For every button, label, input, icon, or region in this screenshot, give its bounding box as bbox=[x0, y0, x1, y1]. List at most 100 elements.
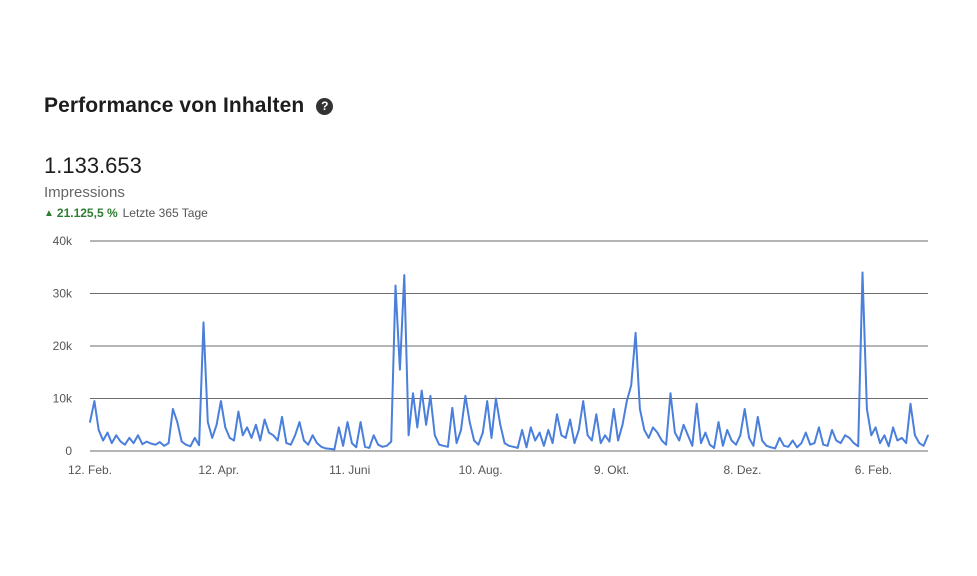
data-point bbox=[800, 442, 803, 444]
data-point bbox=[695, 403, 698, 405]
data-point bbox=[556, 413, 558, 416]
data-point bbox=[272, 434, 275, 437]
data-point bbox=[377, 443, 379, 446]
data-point bbox=[368, 447, 371, 449]
x-tick-label: 8. Dez. bbox=[723, 463, 761, 477]
data-point bbox=[709, 443, 711, 446]
x-tick-label: 6. Feb. bbox=[855, 463, 892, 477]
data-point bbox=[473, 439, 475, 442]
data-point bbox=[468, 421, 471, 423]
data-point bbox=[386, 445, 388, 447]
data-point bbox=[355, 446, 358, 449]
data-point bbox=[486, 400, 489, 402]
trend-value: 21.125,5 % bbox=[56, 206, 118, 220]
data-point bbox=[682, 424, 685, 426]
data-point bbox=[124, 443, 126, 446]
data-point bbox=[770, 446, 772, 449]
data-point bbox=[329, 448, 331, 450]
data-point bbox=[530, 426, 532, 429]
impressions-total: 1.133.653 bbox=[44, 153, 142, 178]
data-point bbox=[870, 434, 873, 437]
data-point bbox=[198, 444, 200, 447]
data-point bbox=[643, 429, 646, 431]
data-point bbox=[857, 445, 859, 448]
data-point bbox=[922, 445, 925, 447]
data-point bbox=[394, 284, 397, 287]
data-point bbox=[905, 442, 907, 444]
data-point bbox=[464, 395, 467, 397]
page-title: Performance von Inhalten bbox=[44, 94, 305, 117]
data-point bbox=[634, 332, 637, 334]
data-point bbox=[914, 434, 916, 437]
data-point bbox=[202, 321, 205, 324]
y-tick-label: 20k bbox=[53, 339, 73, 353]
data-point bbox=[399, 368, 401, 371]
data-point bbox=[425, 424, 427, 426]
data-point bbox=[172, 408, 174, 410]
data-point bbox=[482, 431, 484, 434]
data-point bbox=[879, 442, 881, 444]
data-point bbox=[909, 403, 912, 405]
data-point bbox=[787, 446, 790, 448]
data-point bbox=[874, 426, 877, 429]
data-point bbox=[521, 429, 523, 431]
data-point bbox=[674, 431, 676, 434]
data-point bbox=[883, 434, 886, 437]
data-point bbox=[93, 400, 96, 402]
y-axis-ticks: 0 10k 20k 30k 40k bbox=[53, 234, 73, 458]
data-point bbox=[560, 434, 563, 437]
data-point bbox=[281, 416, 283, 418]
data-point bbox=[626, 400, 628, 402]
data-point bbox=[451, 407, 454, 409]
data-point bbox=[211, 437, 213, 439]
data-point bbox=[835, 439, 838, 442]
data-point bbox=[791, 439, 794, 442]
y-tick-label: 30k bbox=[53, 287, 73, 301]
data-point bbox=[429, 395, 432, 397]
series-line-impressions[interactable] bbox=[89, 271, 929, 451]
data-point bbox=[255, 424, 257, 426]
data-point bbox=[569, 418, 571, 421]
data-point bbox=[831, 429, 833, 431]
data-point bbox=[207, 421, 209, 423]
data-point bbox=[844, 434, 846, 437]
data-point bbox=[691, 445, 694, 447]
data-point bbox=[516, 447, 519, 449]
data-point bbox=[220, 400, 222, 402]
data-point bbox=[233, 439, 235, 442]
data-point bbox=[700, 442, 702, 444]
data-point bbox=[237, 410, 240, 413]
data-point bbox=[438, 443, 441, 446]
data-point bbox=[290, 443, 292, 446]
data-point bbox=[228, 437, 231, 439]
data-point bbox=[661, 439, 663, 442]
x-tick-label: 10. Aug. bbox=[459, 463, 503, 477]
y-tick-label: 0 bbox=[65, 444, 72, 458]
data-point bbox=[901, 437, 903, 439]
data-point bbox=[276, 439, 279, 442]
data-point bbox=[752, 445, 755, 447]
data-point bbox=[154, 443, 157, 446]
y-tick-label: 10k bbox=[53, 392, 73, 406]
data-point bbox=[613, 408, 615, 410]
data-point bbox=[735, 443, 737, 446]
data-point bbox=[320, 446, 323, 448]
data-point bbox=[896, 439, 899, 442]
data-point bbox=[796, 446, 798, 449]
series-points bbox=[89, 271, 929, 451]
data-point bbox=[726, 429, 728, 431]
data-point bbox=[861, 271, 864, 274]
data-point bbox=[403, 274, 406, 276]
data-point bbox=[185, 443, 187, 446]
data-point bbox=[137, 434, 139, 437]
data-point bbox=[447, 446, 449, 448]
data-point bbox=[639, 408, 641, 410]
data-point bbox=[132, 442, 135, 444]
section-header: Performance von Inhalten ? bbox=[44, 94, 334, 118]
data-point bbox=[839, 442, 842, 444]
data-point bbox=[381, 446, 384, 448]
data-point bbox=[604, 434, 606, 437]
help-icon[interactable]: ? bbox=[316, 97, 334, 115]
data-point bbox=[783, 445, 785, 447]
